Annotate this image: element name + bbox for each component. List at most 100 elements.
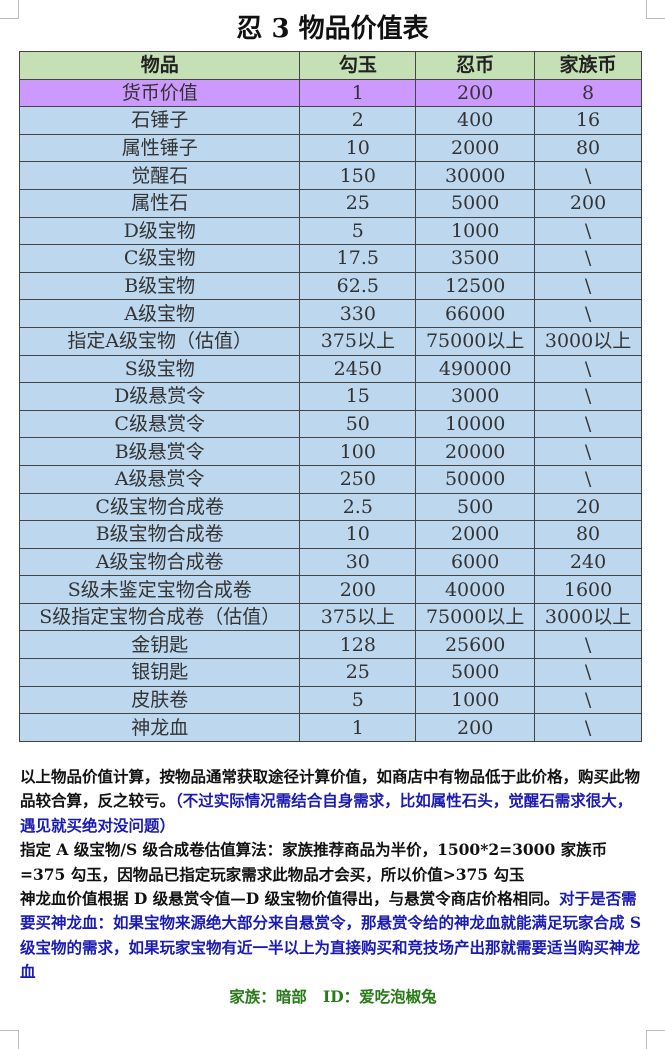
table-cell: 17.5 — [299, 244, 417, 273]
table-row: 觉醒石 150 30000 \ — [18, 161, 642, 190]
table-cell: 25 — [299, 188, 417, 218]
table-cell: \ — [534, 299, 642, 328]
table-cell: B级宝物合成卷 — [18, 520, 301, 549]
table-cell: 375以上 — [299, 326, 417, 356]
table-row: 石锤子 2 400 16 — [18, 106, 642, 135]
table-cell: 2000 — [415, 133, 536, 163]
note-paragraph-2: 指定 A 级宝物/S 级合成卷估值算法：家族推荐商品为半价，1500*2=300… — [20, 840, 608, 884]
table-cell: 银钥匙 — [18, 658, 301, 687]
page-corner-mark — [0, 1030, 19, 1049]
table-cell: 50 — [299, 409, 417, 439]
table-cell: \ — [534, 658, 642, 687]
table-cell: 8 — [534, 78, 642, 108]
table-cell: 50000 — [415, 464, 536, 494]
table-cell: 金钥匙 — [18, 630, 301, 660]
table-row: 银钥匙 25 5000 \ — [18, 658, 642, 687]
table-cell: C级悬赏令 — [18, 409, 301, 439]
note-paragraph-3: 神龙血价值根据 D 级悬赏令值—D 级宝物价值得出，与悬赏令商店价格相同。对于是… — [20, 887, 646, 985]
table-cell: 1 — [299, 713, 417, 742]
table-row: A级宝物合成卷 30 6000 240 — [18, 547, 642, 577]
table-header-row: 物品 勾玉 忍币 家族币 — [18, 51, 642, 80]
table-cell: 10 — [299, 520, 417, 549]
table-cell: 240 — [534, 547, 642, 577]
table-cell: 10000 — [415, 409, 536, 439]
table-cell: 375以上 — [299, 602, 417, 632]
header-cell: 家族币 — [534, 51, 642, 80]
table-cell: 觉醒石 — [18, 161, 301, 190]
table-cell: 1600 — [534, 575, 642, 604]
table-row: 属性石 25 5000 200 — [18, 188, 642, 218]
table-cell: 66000 — [415, 299, 536, 328]
table-cell: \ — [534, 354, 642, 384]
table-cell: \ — [534, 271, 642, 301]
table-cell: 200 — [415, 78, 536, 108]
note-paragraph-1: 以上物品价值计算，按物品通常获取途径计算价值，如商店中有物品低于此价格，购买此物… — [20, 765, 646, 838]
table-cell: 3500 — [415, 244, 536, 273]
table-cell: 490000 — [415, 354, 536, 384]
table-cell: B级宝物 — [18, 271, 301, 301]
page-corner-mark — [646, 0, 665, 19]
table-cell: 16 — [534, 106, 642, 135]
table-cell: 200 — [415, 713, 536, 742]
note-text: 神龙血价值根据 D 级悬赏令值—D 级宝物价值得出，与悬赏令商店价格相同。 — [20, 889, 560, 909]
table-cell: 2.5 — [299, 492, 417, 522]
table-row: C级宝物合成卷 2.5 500 20 — [18, 492, 642, 522]
table-row: D级宝物 5 1000 \ — [18, 216, 642, 246]
table-cell: S级指定宝物合成卷（估值） — [18, 602, 301, 632]
table-row: A级悬赏令 250 50000 \ — [18, 464, 642, 494]
table-cell: 5000 — [415, 188, 536, 218]
table-cell: 500 — [415, 492, 536, 522]
table-cell: 指定A级宝物（估值） — [18, 326, 301, 356]
table-row: S级未鉴定宝物合成卷 200 40000 1600 — [18, 575, 642, 604]
table-cell: 5 — [299, 216, 417, 246]
table-cell: A级悬赏令 — [18, 464, 301, 494]
author-footer: 家族：暗部 ID：爱吃泡椒兔 — [229, 986, 437, 1006]
table-cell: \ — [534, 382, 642, 411]
table-cell: 25600 — [415, 630, 536, 660]
table-cell: \ — [534, 464, 642, 494]
table-row: B级宝物合成卷 10 2000 80 — [18, 520, 642, 549]
table-row: B级宝物 62.5 12500 \ — [18, 271, 642, 301]
table-row: 金钥匙 128 25600 \ — [18, 630, 642, 660]
table-cell: \ — [534, 630, 642, 660]
table-cell: \ — [534, 409, 642, 439]
table-cell: 200 — [534, 188, 642, 218]
note-text-highlight: （不过实际情况需结合自身需求，比如属性石头，觉醒石需求很大，遇见就买绝对没问题） — [20, 791, 633, 835]
table-cell: \ — [534, 713, 642, 742]
table-cell: 石锤子 — [18, 106, 301, 135]
table-row: C级悬赏令 50 10000 \ — [18, 409, 642, 439]
table-cell: 400 — [415, 106, 536, 135]
table-cell: A级宝物合成卷 — [18, 547, 301, 577]
table-cell: 皮肤卷 — [18, 685, 301, 715]
value-table: 物品 勾玉 忍币 家族币 货币价值 1 200 8 石锤子 2 400 16 属性锤子 1… — [18, 51, 642, 742]
table-cell: 25 — [299, 658, 417, 687]
table-cell: C级宝物 — [18, 244, 301, 273]
table-row: 皮肤卷 5 1000 \ — [18, 685, 642, 715]
table-cell: 330 — [299, 299, 417, 328]
table-cell: D级宝物 — [18, 216, 301, 246]
table-cell: 1000 — [415, 685, 536, 715]
table-cell: 6000 — [415, 547, 536, 577]
table-row: 指定A级宝物（估值） 375以上 75000以上 3000以上 — [18, 326, 642, 356]
table-cell: 3000 — [415, 382, 536, 411]
table-cell: A级宝物 — [18, 299, 301, 328]
table-cell: 2 — [299, 106, 417, 135]
table-cell: 75000以上 — [415, 602, 536, 632]
page-corner-mark — [0, 0, 19, 19]
table-cell: 20 — [534, 492, 642, 522]
table-cell: 250 — [299, 464, 417, 494]
table-cell: 20000 — [415, 437, 536, 466]
table-cell: 200 — [299, 575, 417, 604]
table-cell: 神龙血 — [18, 713, 301, 742]
table-cell: 属性锤子 — [18, 133, 301, 163]
table-cell: 3000以上 — [534, 326, 642, 356]
table-row: 属性锤子 10 2000 80 — [18, 133, 642, 163]
table-cell: D级悬赏令 — [18, 382, 301, 411]
table-cell: S级宝物 — [18, 354, 301, 384]
table-cell: 12500 — [415, 271, 536, 301]
table-cell: 100 — [299, 437, 417, 466]
table-cell: 1000 — [415, 216, 536, 246]
table-cell: 62.5 — [299, 271, 417, 301]
note-text: 以上物品价值计算，按物品通常获取途径计算价值，如商店中有物品低于此价格，购买此物… — [20, 767, 641, 811]
page-title: 忍 3 物品价值表 — [236, 14, 429, 44]
